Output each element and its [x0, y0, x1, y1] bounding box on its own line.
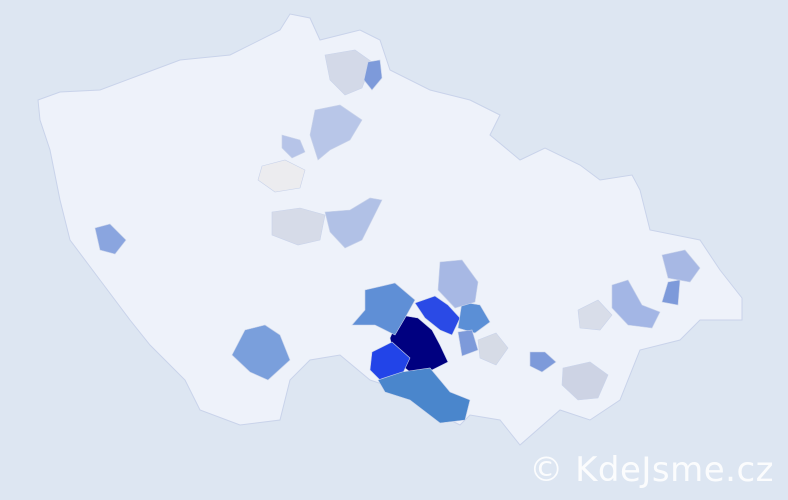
- map-region[interactable]: [414, 295, 461, 336]
- map-region[interactable]: [437, 259, 479, 309]
- map-region[interactable]: [529, 351, 557, 373]
- map-region[interactable]: [351, 282, 416, 336]
- map-region[interactable]: [561, 361, 609, 401]
- map-region[interactable]: [661, 249, 701, 283]
- map-region[interactable]: [457, 301, 491, 334]
- map-region[interactable]: [457, 329, 479, 357]
- map-region[interactable]: [257, 159, 306, 193]
- map-region[interactable]: [477, 332, 509, 366]
- country-outline: [37, 13, 743, 446]
- map-region[interactable]: [363, 59, 383, 91]
- map-region[interactable]: [377, 367, 471, 424]
- map-region[interactable]: [611, 279, 661, 329]
- map-region[interactable]: [271, 207, 326, 246]
- map-region[interactable]: [324, 197, 383, 249]
- map-region[interactable]: [324, 49, 373, 96]
- map-region[interactable]: [281, 134, 306, 159]
- map-region[interactable]: [661, 279, 681, 306]
- highlighted-regions: [94, 49, 701, 424]
- map-region[interactable]: [231, 324, 291, 381]
- map-region[interactable]: [94, 223, 127, 255]
- map-region[interactable]: [577, 299, 613, 331]
- watermark: © KdeJsme.cz: [529, 450, 774, 490]
- map-region[interactable]: [309, 104, 363, 161]
